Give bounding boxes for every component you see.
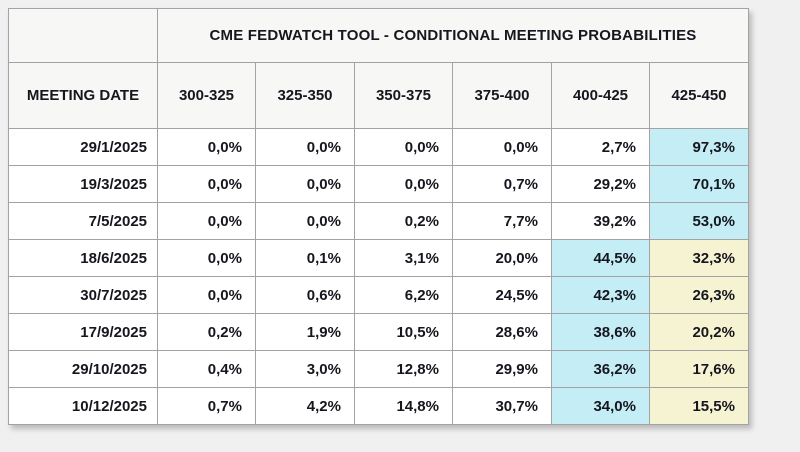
prob-cell: 38,6%: [551, 313, 650, 351]
prob-cell: 0,0%: [255, 202, 355, 240]
prob-cell: 0,0%: [255, 165, 355, 203]
prob-cell: 0,4%: [157, 350, 256, 388]
prob-cell: 17,6%: [649, 350, 749, 388]
meeting-date-cell: 17/9/2025: [8, 313, 158, 351]
prob-cell: 34,0%: [551, 387, 650, 425]
prob-cell: 15,5%: [649, 387, 749, 425]
prob-cell: 3,1%: [354, 239, 453, 277]
col-header-meeting-date: MEETING DATE: [8, 62, 158, 129]
table-row: 30/7/2025 0,0% 0,6% 6,2% 24,5% 42,3% 26,…: [8, 276, 749, 314]
prob-cell: 0,0%: [452, 128, 552, 166]
prob-cell: 10,5%: [354, 313, 453, 351]
table-title: CME FEDWATCH TOOL - CONDITIONAL MEETING …: [157, 8, 749, 63]
meeting-date-cell: 30/7/2025: [8, 276, 158, 314]
prob-cell: 39,2%: [551, 202, 650, 240]
prob-cell: 36,2%: [551, 350, 650, 388]
prob-cell: 0,1%: [255, 239, 355, 277]
prob-cell: 6,2%: [354, 276, 453, 314]
prob-cell: 4,2%: [255, 387, 355, 425]
prob-cell: 28,6%: [452, 313, 552, 351]
prob-cell: 53,0%: [649, 202, 749, 240]
col-header-425-450: 425-450: [649, 62, 749, 129]
table-row: 7/5/2025 0,0% 0,0% 0,2% 7,7% 39,2% 53,0%: [8, 202, 749, 240]
meeting-date-cell: 29/1/2025: [8, 128, 158, 166]
prob-cell: 12,8%: [354, 350, 453, 388]
meeting-date-cell: 19/3/2025: [8, 165, 158, 203]
prob-cell: 0,0%: [157, 128, 256, 166]
prob-cell: 30,7%: [452, 387, 552, 425]
prob-cell: 0,2%: [157, 313, 256, 351]
table-row: 29/10/2025 0,4% 3,0% 12,8% 29,9% 36,2% 1…: [8, 350, 749, 388]
prob-cell: 0,0%: [157, 202, 256, 240]
title-row: CME FEDWATCH TOOL - CONDITIONAL MEETING …: [8, 8, 749, 63]
prob-cell: 29,9%: [452, 350, 552, 388]
prob-cell: 20,0%: [452, 239, 552, 277]
prob-cell: 0,6%: [255, 276, 355, 314]
fedwatch-probability-table: CME FEDWATCH TOOL - CONDITIONAL MEETING …: [8, 8, 749, 425]
prob-cell: 7,7%: [452, 202, 552, 240]
prob-cell: 32,3%: [649, 239, 749, 277]
table-row: 19/3/2025 0,0% 0,0% 0,0% 0,7% 29,2% 70,1…: [8, 165, 749, 203]
prob-cell: 0,0%: [354, 128, 453, 166]
prob-cell: 14,8%: [354, 387, 453, 425]
corner-cell: [8, 8, 158, 63]
col-header-325-350: 325-350: [255, 62, 355, 129]
column-header-row: MEETING DATE 300-325 325-350 350-375 375…: [8, 62, 749, 129]
prob-cell: 70,1%: [649, 165, 749, 203]
table-row: 17/9/2025 0,2% 1,9% 10,5% 28,6% 38,6% 20…: [8, 313, 749, 351]
prob-cell: 42,3%: [551, 276, 650, 314]
col-header-375-400: 375-400: [452, 62, 552, 129]
prob-cell: 29,2%: [551, 165, 650, 203]
prob-cell: 0,0%: [157, 276, 256, 314]
prob-cell: 44,5%: [551, 239, 650, 277]
table-row: 29/1/2025 0,0% 0,0% 0,0% 0,0% 2,7% 97,3%: [8, 128, 749, 166]
prob-cell: 0,7%: [452, 165, 552, 203]
prob-cell: 26,3%: [649, 276, 749, 314]
table-row: 18/6/2025 0,0% 0,1% 3,1% 20,0% 44,5% 32,…: [8, 239, 749, 277]
meeting-date-cell: 10/12/2025: [8, 387, 158, 425]
col-header-350-375: 350-375: [354, 62, 453, 129]
col-header-300-325: 300-325: [157, 62, 256, 129]
prob-cell: 0,0%: [157, 165, 256, 203]
prob-cell: 0,2%: [354, 202, 453, 240]
meeting-date-cell: 7/5/2025: [8, 202, 158, 240]
prob-cell: 0,0%: [255, 128, 355, 166]
prob-cell: 0,0%: [157, 239, 256, 277]
prob-cell: 97,3%: [649, 128, 749, 166]
prob-cell: 0,7%: [157, 387, 256, 425]
prob-cell: 2,7%: [551, 128, 650, 166]
prob-cell: 0,0%: [354, 165, 453, 203]
meeting-date-cell: 29/10/2025: [8, 350, 158, 388]
prob-cell: 24,5%: [452, 276, 552, 314]
col-header-400-425: 400-425: [551, 62, 650, 129]
prob-cell: 20,2%: [649, 313, 749, 351]
prob-cell: 1,9%: [255, 313, 355, 351]
meeting-date-cell: 18/6/2025: [8, 239, 158, 277]
table-row: 10/12/2025 0,7% 4,2% 14,8% 30,7% 34,0% 1…: [8, 387, 749, 425]
prob-cell: 3,0%: [255, 350, 355, 388]
